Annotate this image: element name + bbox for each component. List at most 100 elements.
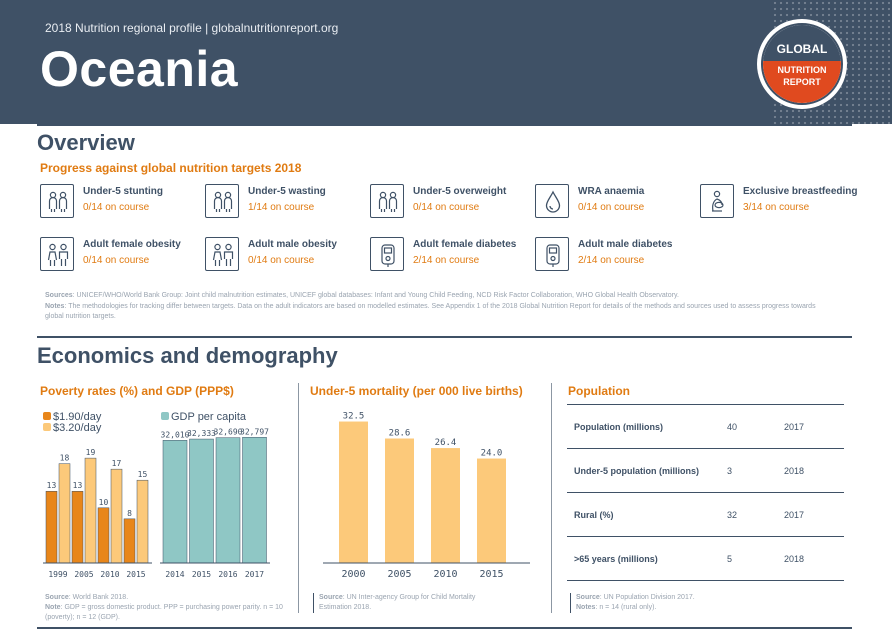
legend-label: $1.90/day [53, 411, 102, 423]
x-tick-label: 2017 [245, 570, 264, 579]
data-label: 15 [138, 470, 148, 479]
target-status: 0/14 on course [83, 255, 150, 266]
target-status: 2/14 on course [413, 255, 480, 266]
legend-label: $3.20/day [53, 422, 102, 434]
legend-item: $1.90/day [43, 411, 101, 423]
data-label: 8 [127, 509, 132, 518]
source-text: : World Bank 2018. [68, 594, 129, 601]
table-row: Under-5 population (millions) 3 2018 [567, 448, 844, 493]
panel-divider [551, 383, 552, 613]
bar [242, 437, 267, 564]
bar [162, 440, 188, 564]
bar [431, 448, 460, 563]
x-tick-label: 2014 [165, 570, 184, 579]
row-value: 3 [727, 448, 784, 493]
bar [97, 507, 110, 564]
x-tick-label: 2010 [100, 570, 119, 579]
row-label: >65 years (millions) [567, 536, 727, 581]
note-text: : n = 14 (rural only). [595, 604, 657, 611]
row-label: Population (millions) [567, 404, 727, 449]
target-status: 3/14 on course [743, 202, 810, 213]
targets-title: Progress against global nutrition target… [40, 161, 302, 175]
data-label: 19 [86, 448, 96, 457]
target-name: Adult female diabetes [413, 239, 517, 250]
legend-swatch [43, 423, 51, 431]
global-nutrition-report-logo[interactable]: GLOBAL NUTRITION REPORT [757, 19, 847, 109]
bar [189, 438, 214, 564]
target-icon-box [370, 237, 404, 271]
x-tick-label: 2010 [433, 569, 457, 580]
target-name: Under-5 overweight [413, 186, 507, 197]
source-text: : UN Inter-agency Group for Child Mortal… [319, 594, 476, 611]
target-status: 1/14 on course [248, 202, 315, 213]
target-icon-box [205, 184, 239, 218]
legend-item: GDP per capita [161, 411, 246, 423]
population-source: Source: UN Population Division 2017. Not… [570, 593, 770, 613]
source-label: Source [45, 594, 69, 601]
source-text: : UN Population Division 2017. [599, 594, 695, 601]
mortality-source: Source: UN Inter-agency Group for Child … [313, 593, 503, 613]
sources-label: Sources [45, 292, 73, 299]
row-year: 2018 [784, 536, 844, 581]
source-label: Source [576, 594, 600, 601]
sources-text: : UNICEF/WHO/World Bank Group: Joint chi… [72, 292, 679, 299]
target-item: Adult male obesity 0/14 on course [205, 237, 370, 273]
logo-line-1: GLOBAL [776, 42, 828, 56]
bar [84, 457, 97, 564]
note-text: : GDP = gross domestic product. PPP = pu… [45, 604, 283, 621]
x-tick-label: 2015 [126, 570, 145, 579]
target-name: Exclusive breastfeeding [743, 186, 858, 197]
target-icon-box [205, 237, 239, 271]
notes-label: Notes [45, 302, 65, 310]
data-label: 32,690 [214, 428, 243, 437]
bar [339, 421, 368, 563]
overview-rule [37, 124, 852, 126]
row-value: 32 [727, 492, 784, 537]
data-label: 32.5 [343, 412, 365, 422]
data-label: 13 [73, 481, 83, 490]
row-value: 40 [727, 404, 784, 449]
note-label: Notes [576, 604, 596, 611]
data-label: 18 [60, 454, 70, 463]
row-value: 5 [727, 536, 784, 581]
panel-divider [298, 383, 299, 613]
bar [385, 438, 414, 563]
target-status: 0/14 on course [83, 202, 150, 213]
data-label: 10 [99, 498, 109, 507]
data-label: 32,333 [187, 429, 216, 438]
target-name: Adult male diabetes [578, 239, 673, 250]
header-subtitle: 2018 Nutrition regional profile | global… [45, 21, 339, 35]
target-status: 0/14 on course [413, 202, 480, 213]
data-label: 26.4 [435, 438, 457, 448]
x-tick-label: 2015 [192, 570, 211, 579]
note-label: Note [45, 604, 61, 611]
data-label: 32,797 [240, 427, 269, 436]
mortality-title: Under-5 mortality (per 000 live births) [310, 384, 523, 398]
x-tick-label: 2015 [479, 569, 503, 580]
bar [71, 490, 84, 564]
overview-heading: Overview [37, 130, 135, 155]
population-table: Population (millions) 40 2017 Under-5 popul… [567, 404, 844, 581]
bar [477, 458, 506, 563]
economics-heading: Economics and demography [37, 343, 338, 368]
target-status: 2/14 on course [578, 255, 645, 266]
page-title: Oceania [40, 41, 239, 97]
row-year: 2018 [784, 448, 844, 493]
target-item: Adult male diabetes 2/14 on course [535, 237, 700, 273]
x-tick-label: 1999 [48, 570, 67, 579]
target-name: Adult female obesity [83, 239, 181, 250]
target-icon-box [535, 184, 569, 218]
target-name: Adult male obesity [248, 239, 337, 250]
target-status: 0/14 on course [248, 255, 315, 266]
target-status: 0/14 on course [578, 202, 645, 213]
data-label: 13 [47, 481, 57, 490]
source-label: Source [319, 594, 343, 601]
target-name: WRA anaemia [578, 186, 645, 197]
bar [136, 479, 149, 564]
bar [215, 437, 241, 564]
table-row: Population (millions) 40 2017 [567, 404, 844, 449]
row-label: Under-5 population (millions) [567, 448, 727, 493]
target-item: WRA anaemia 0/14 on course [535, 184, 700, 220]
legend-label: GDP per capita [171, 411, 247, 423]
target-item: Under-5 wasting 1/14 on course [205, 184, 370, 220]
